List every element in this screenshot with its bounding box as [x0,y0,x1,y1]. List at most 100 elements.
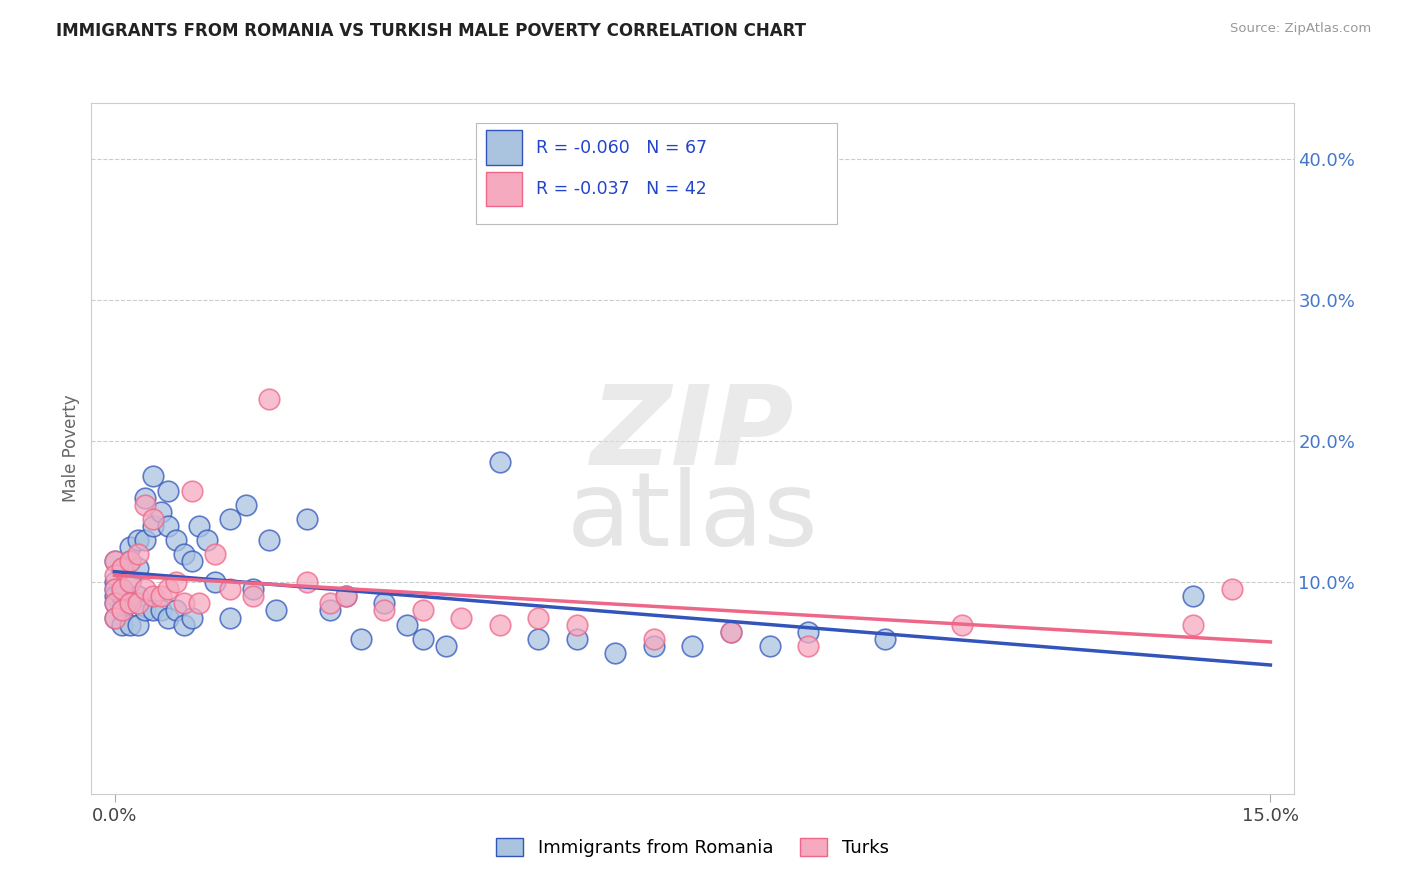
Point [142,518,165,533]
Text: IMMIGRANTS FROM ROMANIA VS TURKISH MALE POVERTY CORRELATION CHART: IMMIGRANTS FROM ROMANIA VS TURKISH MALE … [56,22,806,40]
Point [373,603,395,617]
Point [219,582,242,597]
Point [188,518,211,533]
Point [875,632,897,646]
Point [165,533,187,547]
Point [1182,617,1205,632]
Point [142,603,165,617]
Point [295,512,318,526]
Point [111,603,134,617]
Point [118,554,141,568]
Point [111,582,134,597]
Point [103,568,125,582]
Point [950,617,973,632]
Point [180,554,202,568]
Point [127,561,149,575]
Point [180,483,202,498]
Point [319,596,342,610]
Point [103,596,125,610]
Point [142,469,165,483]
Point [142,590,165,604]
Point [127,596,149,610]
Point [111,617,134,632]
Point [111,603,134,617]
Point [173,547,195,561]
Point [103,554,125,568]
Point [335,590,357,604]
Point [643,632,665,646]
Point [257,392,280,406]
Point [350,632,373,646]
Point [103,610,125,624]
Point [219,610,242,624]
Point [173,596,195,610]
Point [118,575,141,590]
Point [118,554,141,568]
Point [527,632,550,646]
Point [396,617,419,632]
Point [204,547,226,561]
Text: Source: ZipAtlas.com: Source: ZipAtlas.com [1230,22,1371,36]
Point [103,582,125,597]
Point [335,590,357,604]
Point [142,512,165,526]
Point [127,590,149,604]
Text: R = -0.060   N = 67: R = -0.060 N = 67 [536,138,707,156]
Point [720,624,742,639]
Point [1220,582,1243,597]
Point [527,610,550,624]
Point [157,483,180,498]
Point [134,533,156,547]
Point [173,617,195,632]
Point [412,632,434,646]
Point [257,533,280,547]
Point [157,582,180,597]
Legend: Immigrants from Romania, Turks: Immigrants from Romania, Turks [489,830,896,864]
Point [149,505,172,519]
Point [720,624,742,639]
Point [111,561,134,575]
Point [118,540,141,554]
Point [565,617,588,632]
Point [488,455,510,469]
Bar [485,171,522,206]
Point [373,596,395,610]
Point [118,596,141,610]
Point [319,603,342,617]
Point [165,603,187,617]
Point [127,547,149,561]
FancyBboxPatch shape [477,123,837,224]
Point [118,596,141,610]
Point [149,590,172,604]
Point [605,646,627,660]
Point [127,533,149,547]
Point [219,512,242,526]
Point [266,603,288,617]
Point [103,596,125,610]
Text: R = -0.037   N = 42: R = -0.037 N = 42 [536,180,707,198]
Point [565,632,588,646]
Point [412,603,434,617]
Point [488,617,510,632]
Point [118,617,141,632]
Point [235,498,257,512]
Point [127,617,149,632]
Point [643,639,665,653]
Point [165,575,187,590]
Point [157,518,180,533]
Point [195,533,218,547]
Point [188,596,211,610]
Point [103,582,125,597]
Point [450,610,472,624]
Bar [485,130,522,165]
Point [204,575,226,590]
Point [103,575,125,590]
Point [103,554,125,568]
Y-axis label: Male Poverty: Male Poverty [62,394,80,502]
Point [149,603,172,617]
Point [180,610,202,624]
Point [797,624,820,639]
Point [434,639,457,653]
Point [111,561,134,575]
Point [295,575,318,590]
